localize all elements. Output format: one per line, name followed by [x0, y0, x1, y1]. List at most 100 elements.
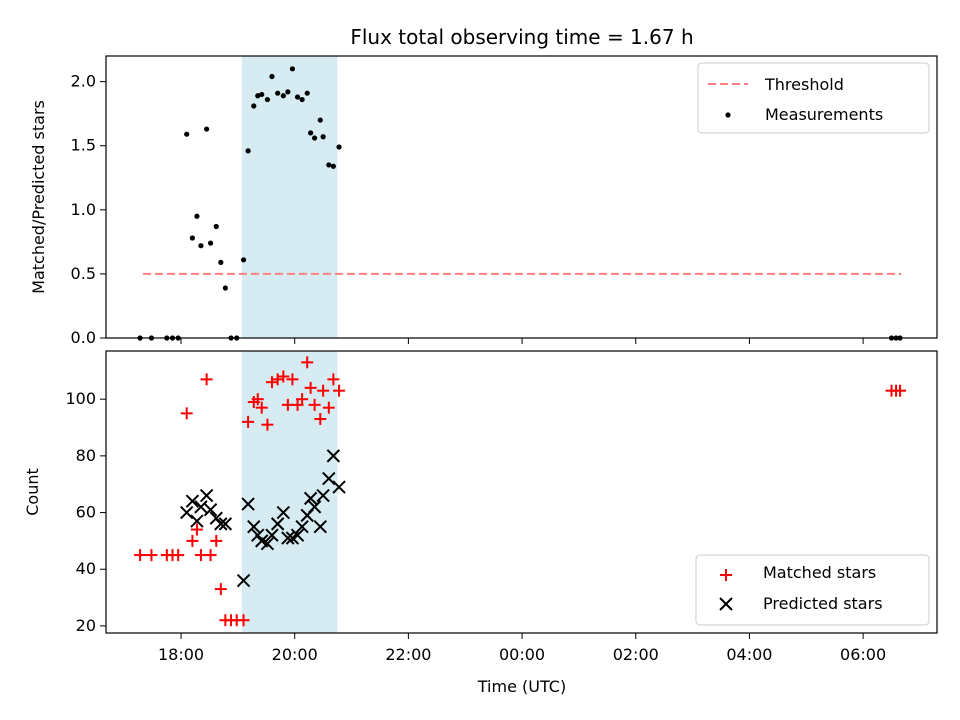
measurement-point — [240, 257, 247, 263]
measurement-point — [320, 134, 326, 140]
predicted-star-stroke-b — [180, 505, 194, 520]
predicted-star-stroke-b — [194, 500, 208, 514]
matched-star-point — [333, 384, 346, 397]
predicted-star-point — [260, 537, 275, 551]
predicted-star-point — [326, 449, 341, 463]
top-legend: Threshold Measurements — [697, 62, 930, 134]
matched-star-point — [322, 401, 335, 414]
predicted-star-point — [322, 471, 336, 486]
top-legend-box — [697, 62, 930, 134]
predicted-star-stroke-b — [322, 471, 336, 486]
bottom-panel: 20 40 60 80 100 18:00 20:00 22:00 00:00 02:00 04:… — [23, 350, 938, 696]
matched-star-point — [327, 373, 340, 386]
x-tick-label: 22:00 — [385, 645, 431, 664]
measurement-point — [251, 103, 257, 109]
predicted-star-stroke-b — [214, 517, 228, 531]
x-axis-label: Time (UTC) — [477, 677, 566, 696]
top-panel: 0.00.51.01.52.0 Matched/Predicted stars … — [29, 55, 938, 347]
predicted-star-stroke-b — [203, 503, 218, 517]
predicted-star-stroke-b — [241, 497, 255, 511]
bottom-points — [134, 356, 907, 627]
y-tick-label: 80 — [76, 446, 96, 465]
predicted-star-point — [214, 517, 228, 531]
legend-measurements-swatch — [725, 112, 731, 118]
top-y-axis-label: Matched/Predicted stars — [29, 100, 48, 294]
predicted-star-stroke-b — [295, 520, 309, 534]
predicted-star-point — [194, 500, 208, 514]
predicted-star-point — [180, 505, 194, 520]
y-tick-label: 20 — [76, 616, 96, 635]
matched-star-point — [210, 534, 223, 547]
predicted-star-stroke-b — [265, 528, 279, 542]
measurement-point — [204, 126, 210, 132]
predicted-star-point — [203, 503, 218, 517]
y-tick-label: 100 — [65, 389, 96, 408]
x-tick-label: 04:00 — [726, 645, 772, 664]
matched-star-point — [190, 523, 203, 536]
measurement-point — [308, 130, 314, 136]
measurement-point — [222, 285, 228, 291]
predicted-star-stroke-b — [281, 531, 295, 545]
measurement-point — [275, 90, 281, 96]
predicted-star-point — [295, 520, 309, 534]
legend-predicted-swatch — [719, 597, 733, 611]
legend-threshold-label: Threshold — [764, 75, 844, 94]
predicted-star-stroke-b — [307, 500, 322, 514]
chart-title: Flux total observing time = 1.67 h — [350, 25, 693, 49]
measurement-point — [207, 240, 214, 246]
predicted-star-stroke-b — [326, 449, 341, 463]
predicted-star-point — [185, 494, 200, 508]
predicted-star-stroke-b — [260, 537, 275, 551]
measurement-point — [264, 96, 271, 103]
predicted-star-stroke-b — [332, 480, 346, 494]
y-tick-label: 1.5 — [71, 136, 96, 155]
measurement-point — [259, 91, 265, 98]
predicted-star-point — [276, 505, 291, 520]
measurement-point — [184, 131, 190, 137]
predicted-star-point — [218, 517, 233, 531]
legend-matched-swatch — [720, 569, 732, 581]
x-tick-label: 18:00 — [158, 645, 204, 664]
measurement-point — [294, 94, 301, 100]
matched-star-point — [308, 398, 321, 411]
matched-star-point — [271, 373, 284, 386]
predicted-star-point — [270, 517, 285, 531]
predicted-star-point — [236, 573, 251, 588]
bottom-y-axis-label: Count — [23, 468, 42, 516]
y-tick-label: 60 — [76, 503, 96, 522]
predicted-star-point — [303, 491, 318, 506]
x-tick-label: 06:00 — [840, 645, 886, 664]
y-tick-label: 0.5 — [71, 264, 96, 283]
matched-star-point — [317, 384, 330, 397]
legend-predicted-label: Predicted stars — [763, 594, 883, 613]
matched-star-point — [304, 381, 317, 394]
matched-star-point — [301, 356, 314, 369]
predicted-star-point — [290, 528, 305, 542]
matched-star-point — [277, 370, 290, 383]
legend-matched-label: Matched stars — [763, 563, 876, 582]
predicted-star-stroke-b — [270, 517, 285, 531]
predicted-star-point — [247, 520, 261, 534]
predicted-star-point — [316, 488, 330, 503]
bottom-plot-frame — [105, 350, 938, 634]
predicted-star-point — [199, 488, 214, 503]
measurement-point — [326, 162, 332, 168]
matched-star-point — [255, 401, 268, 414]
matched-star-point — [134, 549, 147, 562]
predicted-star-stroke-b — [313, 520, 327, 534]
measurement-point — [218, 259, 224, 265]
measurement-point — [312, 135, 318, 141]
matched-star-point — [242, 415, 255, 428]
top-points — [137, 66, 903, 341]
measurement-point — [285, 89, 291, 95]
matched-star-point — [261, 418, 274, 431]
predicted-star-stroke-b — [255, 534, 269, 548]
matched-star-point — [200, 373, 213, 386]
predicted-star-stroke-b — [247, 520, 261, 534]
predicted-star-stroke-b — [276, 505, 291, 520]
measurement-point — [189, 235, 195, 241]
y-tick-label: 40 — [76, 559, 96, 578]
top-shaded-span — [241, 56, 338, 338]
x-tick-label: 02:00 — [613, 645, 659, 664]
